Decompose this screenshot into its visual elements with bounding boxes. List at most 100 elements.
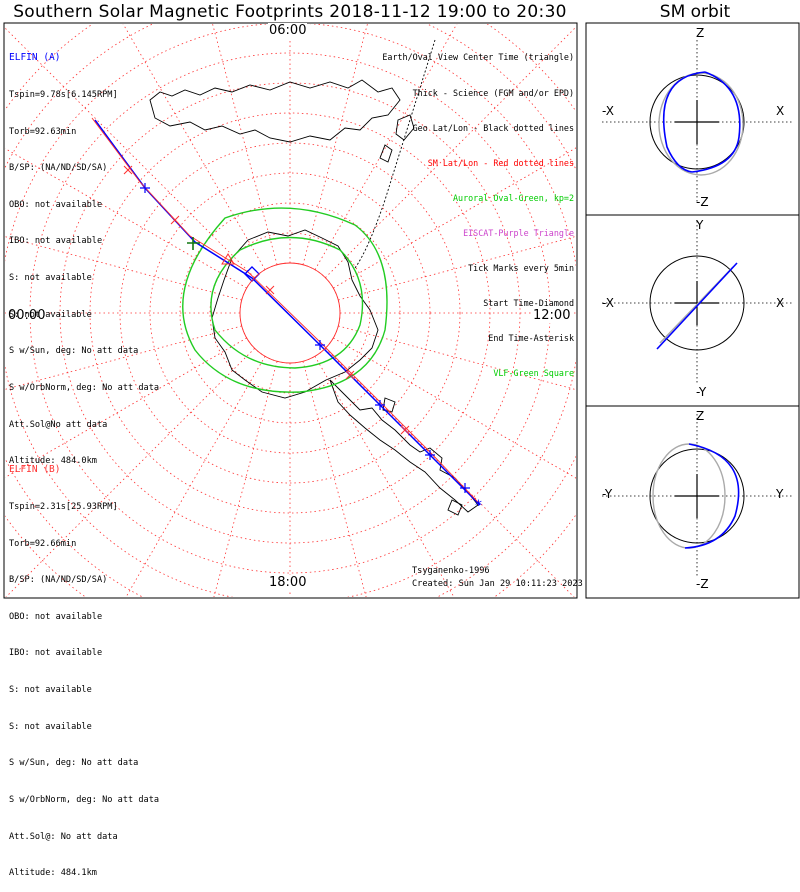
tick-marks xyxy=(123,165,470,493)
legend-item: Start Time-Diamond xyxy=(483,298,574,309)
hour-label-left: 00:00 xyxy=(7,308,47,323)
sm-lon-line xyxy=(5,27,255,278)
elfin-b-line: S: not available xyxy=(9,685,92,696)
elfin-a-line: S w/OrbNorm, deg: No att data xyxy=(9,382,160,393)
sm-lon-line xyxy=(333,337,576,479)
track-tick-b xyxy=(123,165,133,175)
elfin-a-line: Altitude: 484.0km xyxy=(9,456,97,467)
model-credit: Tsyganenko-1996 xyxy=(412,566,490,576)
track-tick xyxy=(425,450,435,460)
track-tick-b xyxy=(265,285,275,295)
elfin-b-line: S: not available xyxy=(9,721,92,732)
sm-lon-line xyxy=(5,236,242,301)
auroral-oval-inner xyxy=(210,236,364,369)
elfin-b-line: IBO: not available xyxy=(9,648,103,659)
sm-orbit-panels xyxy=(602,40,792,578)
orbit1-right-label: X xyxy=(776,104,785,118)
sm-lon-line xyxy=(122,24,266,270)
elfin-a-line: Torb=92.63min xyxy=(9,126,77,137)
sm-lon-line xyxy=(5,337,247,479)
earth-circle xyxy=(649,255,745,351)
legend: Earth/Oval View Center Time (triangle) T… xyxy=(382,29,574,392)
sm-lon-line xyxy=(338,235,576,301)
elfin-a-header: ELFIN (A) xyxy=(9,52,61,64)
elfin-b-line: OBO: not available xyxy=(9,611,103,622)
orbit3-bottom-label: -Z xyxy=(696,577,709,591)
elfin-b-line: S w/OrbNorm, deg: No att data xyxy=(9,794,160,805)
earth-circle xyxy=(649,74,745,170)
elfin-a-line: S: not available xyxy=(9,273,92,284)
sm-lon-line xyxy=(5,348,255,597)
orbit-panel xyxy=(602,221,792,385)
orbit-path-a xyxy=(684,443,740,549)
hour-label-top: 06:00 xyxy=(268,23,308,38)
orbit-path-a2 xyxy=(691,71,741,173)
auroral-oval-outer xyxy=(182,207,388,393)
orbit-path-a xyxy=(662,71,706,173)
elfin-b-line: Tspin=2.31s[25.93RPM] xyxy=(9,502,118,513)
orbit2-top-label: Y xyxy=(696,218,704,232)
sm-lon-line xyxy=(338,325,576,391)
elfin-a-info: ELFIN (A) Tspin=9.78s[6.145RPM] Torb=92.… xyxy=(9,28,159,480)
sm-lon-line xyxy=(325,26,576,278)
sm-lon-line xyxy=(314,356,455,597)
orbit1-bottom-label: -Z xyxy=(696,195,709,209)
legend-item: Thick - Science (FGM and/or EPD) xyxy=(412,87,574,98)
elfin-b-line: Altitude: 484.1km xyxy=(9,868,97,879)
sm-pole-circle xyxy=(239,262,341,364)
sm-lat-circle xyxy=(209,232,371,394)
orbit-panel xyxy=(602,414,792,578)
legend-item: VLF-Green Square xyxy=(493,368,574,379)
track-tick xyxy=(460,483,470,493)
orbit-path-a xyxy=(656,262,738,350)
sm-lon-line xyxy=(5,147,247,289)
vlf-marker xyxy=(187,237,200,250)
elfin-a-line: Tspin=9.78s[6.145RPM] xyxy=(9,90,118,101)
footprint-map: * xyxy=(3,22,800,599)
orbit-panel xyxy=(602,40,792,204)
orbit-frame xyxy=(585,22,800,599)
elfin-b-line: Att.Sol@: No att data xyxy=(9,831,118,842)
sm-lat-circle xyxy=(119,142,461,484)
created-timestamp: Created: Sun Jan 29 10:11:23 2023 xyxy=(412,579,583,589)
end-asterisk: * xyxy=(475,498,482,514)
sm-lon-line xyxy=(314,24,458,270)
sm-lon-line xyxy=(302,361,367,597)
orbit2-right-label: X xyxy=(776,296,785,310)
elfin-a-line: OBO: not available xyxy=(9,199,103,210)
orbit3-left-label: -Y xyxy=(602,487,613,501)
track-tick xyxy=(375,400,385,410)
sm-lon-line xyxy=(213,361,278,597)
sm-orbit-title: SM orbit xyxy=(659,2,731,22)
legend-item: Auroral Oval-Green, kp=2 xyxy=(452,192,574,203)
sm-lon-line xyxy=(212,24,278,265)
legend-item: Geo Lat/Lon - Black dotted lines xyxy=(412,122,574,133)
elfin-b-line: S w/Sun, deg: No att data xyxy=(9,758,139,769)
legend-item: End Time-Asterisk xyxy=(488,333,574,344)
orbit1-top-label: Z xyxy=(696,26,705,40)
orbit3-top-label: Z xyxy=(696,409,705,423)
orbit1-left-label: -X xyxy=(602,104,614,118)
hour-label-right: 12:00 xyxy=(532,308,572,323)
legend-item: EISCAT-Purple Triangle xyxy=(463,227,574,238)
track-tick-b xyxy=(170,215,180,225)
orbit2-left-label: -X xyxy=(602,296,614,310)
elfin-a-line: IBO: not available xyxy=(9,236,103,247)
earth-circle xyxy=(649,448,745,544)
elfin-a-line: B/SP: (NA/ND/SD/SA) xyxy=(9,163,108,174)
sm-lon-line xyxy=(333,147,576,289)
elfin-b-info: ELFIN (B) Tspin=2.31s[25.93RPM] Torb=92.… xyxy=(9,440,159,892)
track-tick xyxy=(140,183,150,193)
track-tick xyxy=(315,340,325,350)
elfin-b-line: B/SP: (NA/ND/SD/SA) xyxy=(9,575,108,586)
orbit2-bottom-label: -Y xyxy=(696,385,707,399)
elfin-a-line: S: not available xyxy=(9,309,92,320)
legend-item: Tick Marks every 5min xyxy=(468,263,574,274)
sm-lon-line xyxy=(125,356,266,597)
legend-item: SM Lat/Lon - Red dotted lines xyxy=(427,157,574,168)
elfin-b-line: Torb=92.66min xyxy=(9,538,77,549)
geo-dotted-line xyxy=(354,39,436,269)
orbit3-right-label: Y xyxy=(776,487,784,501)
track-tick-b xyxy=(345,370,355,380)
eiscat-triangle xyxy=(221,253,235,265)
